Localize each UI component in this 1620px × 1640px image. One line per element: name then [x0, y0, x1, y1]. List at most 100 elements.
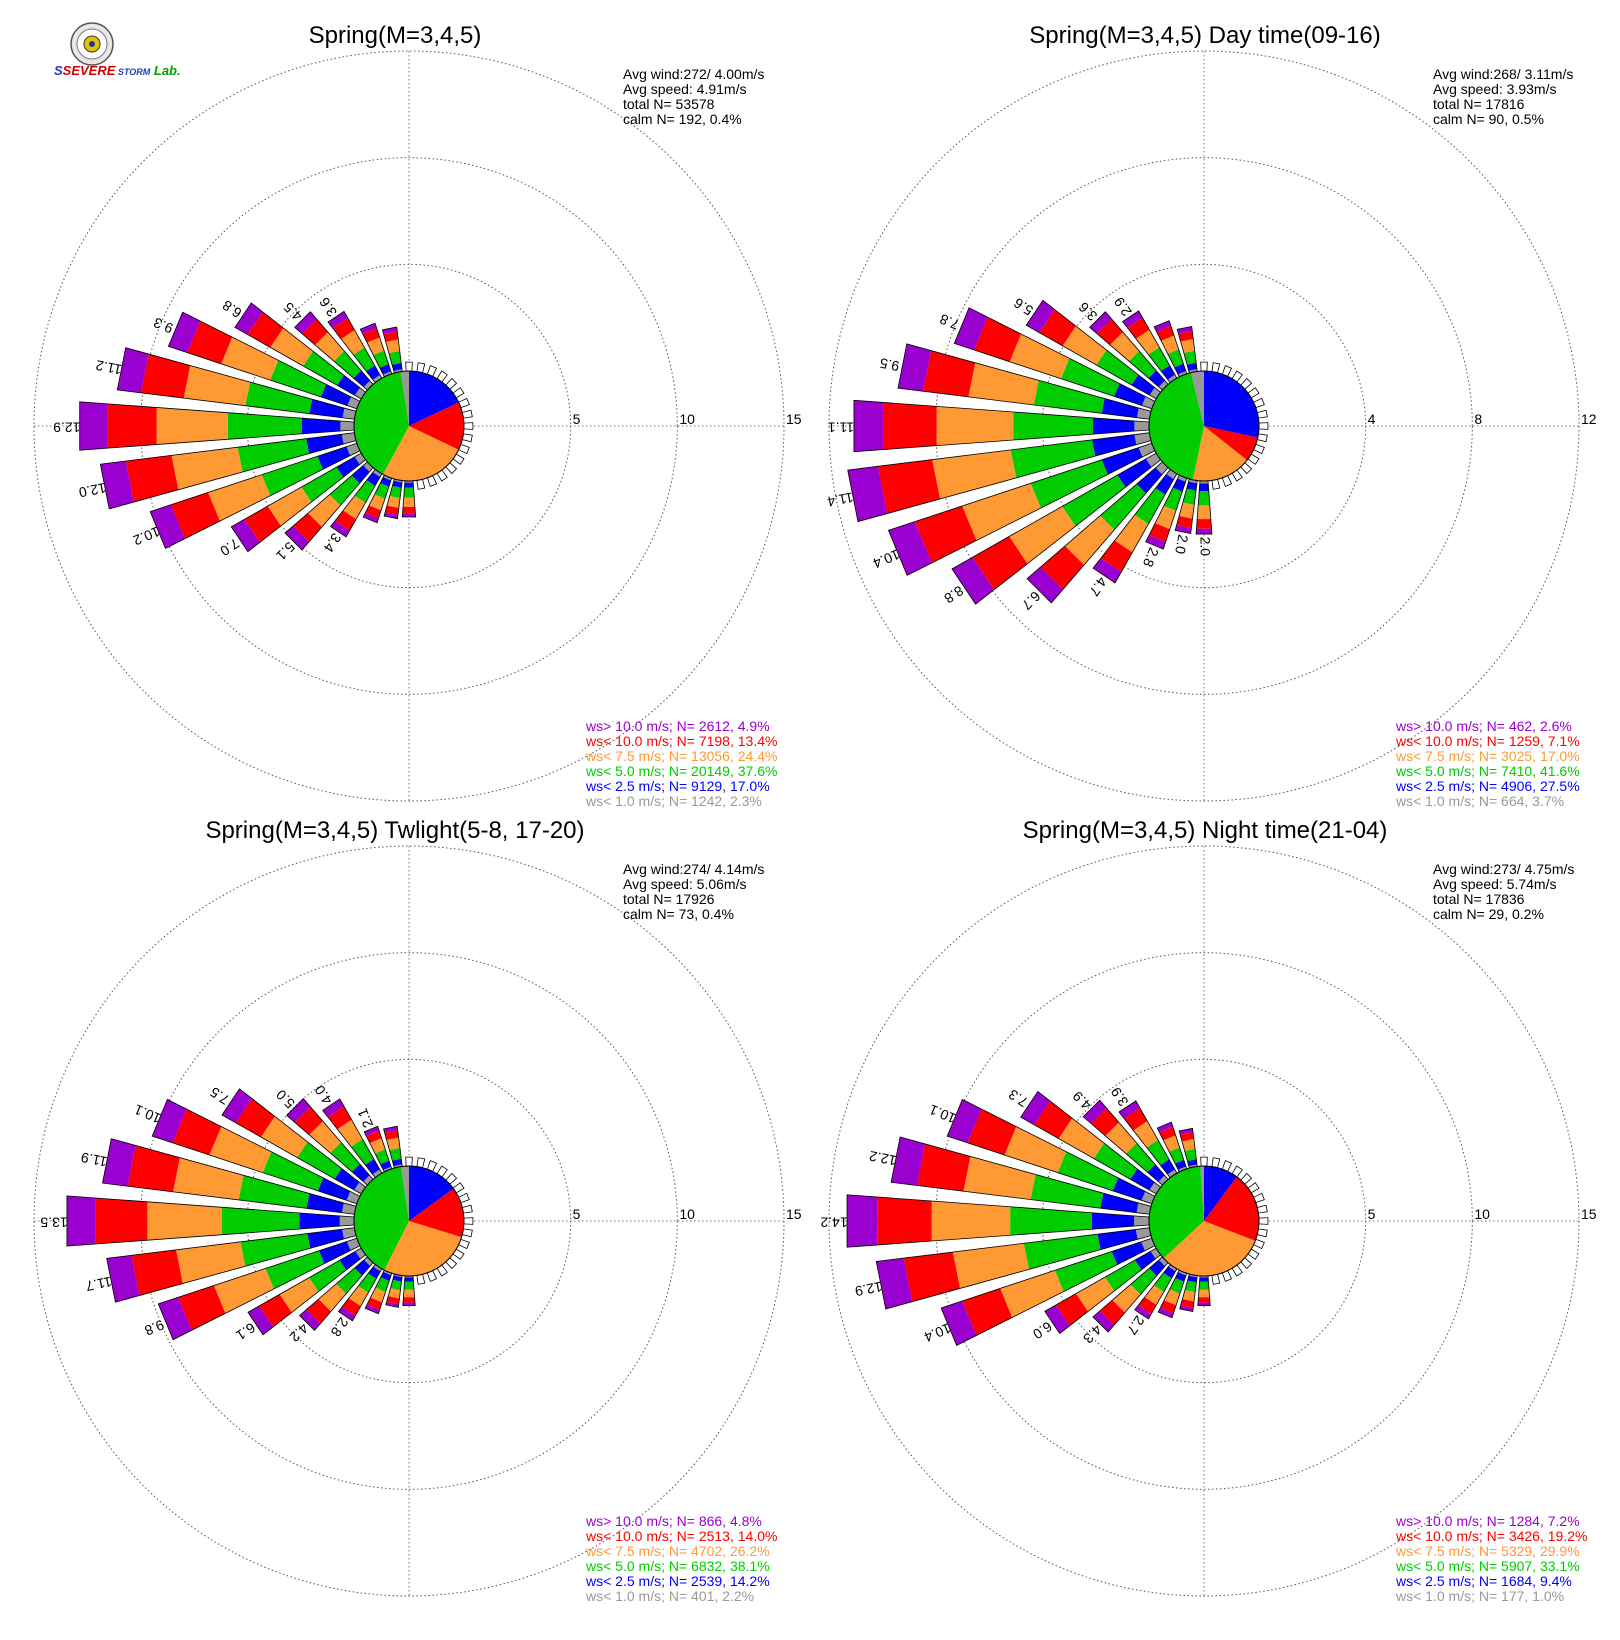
petal-label: 12.0: [77, 480, 107, 501]
petal-segment: [1062, 475, 1126, 527]
petal-segment: [936, 406, 1014, 446]
petal-segment: [1179, 1305, 1194, 1312]
petal-segment: [79, 401, 108, 451]
petal-segment: [341, 1202, 356, 1215]
petal-segment: [306, 1299, 331, 1324]
petal-label: 10.1: [927, 1101, 958, 1126]
petal: [847, 432, 1152, 523]
petal-segment: [1187, 1159, 1198, 1167]
petal-segment: [342, 1298, 361, 1316]
petal-segment: [147, 1201, 223, 1241]
petal-segment: [1057, 1151, 1119, 1191]
minor-petal: [1256, 433, 1268, 443]
petal-segment: [384, 1130, 399, 1140]
petal-segment: [1083, 1100, 1107, 1124]
petal-segment: [1198, 1289, 1210, 1298]
petal-segment: [1179, 1128, 1194, 1135]
petal-segment: [346, 1191, 360, 1204]
petal-segment: [1134, 488, 1166, 524]
petal-segment: [1133, 1121, 1158, 1148]
petal-segment: [221, 1088, 253, 1123]
petal-segment: [322, 1098, 344, 1118]
petal-label: 12.9: [53, 419, 80, 435]
petal-segment: [1060, 358, 1120, 397]
petal-segment: [156, 407, 228, 445]
petal-segment: [327, 311, 348, 329]
petal-segment: [386, 1137, 400, 1151]
petal-segment: [152, 1099, 187, 1143]
petal-segment: [227, 412, 303, 440]
petal-segment: [315, 332, 345, 362]
stat-line: Avg speed: 5.06m/s: [623, 876, 746, 892]
minor-petal: [463, 422, 474, 430]
petal-segment: [392, 362, 402, 371]
petal-segment: [355, 1248, 366, 1259]
petal-label: 6.1: [233, 1320, 258, 1344]
petal-segment: [306, 1193, 344, 1213]
petal-segment: [1197, 1302, 1211, 1306]
petal-segment: [299, 1212, 340, 1230]
petal-segment: [1196, 519, 1212, 529]
tick-label: 10: [679, 1206, 695, 1222]
petal-segment: [260, 1116, 308, 1158]
petal-segment: [952, 557, 995, 605]
petal-segment: [1044, 1304, 1070, 1334]
petal-segment: [1158, 380, 1169, 391]
petal-label: 11.9: [79, 1149, 108, 1170]
petal-label: 2.1: [354, 1106, 376, 1130]
legend-entry: ws< 1.0 m/s; N= 664, 3.7%: [1395, 793, 1564, 809]
petal-segment: [952, 1243, 1029, 1289]
petal-segment: [351, 1139, 374, 1165]
petal-segment: [1186, 481, 1197, 491]
petal-segment: [286, 1098, 311, 1123]
petal-segment: [1110, 332, 1140, 362]
petal-segment: [1180, 1132, 1194, 1142]
petal-segment: [365, 1304, 380, 1314]
petal-segment: [931, 1200, 1011, 1242]
petal-segment: [335, 510, 357, 531]
stat-line: calm N= 192, 0.4%: [623, 111, 742, 127]
petal: [1089, 311, 1169, 391]
tick-label: 5: [573, 1206, 581, 1222]
legend-entry: ws< 7.5 m/s; N= 5329, 29.9%: [1395, 1543, 1580, 1559]
petal-label: 4.0: [311, 1082, 335, 1107]
petal: [1157, 1269, 1188, 1319]
petal-segment: [297, 1141, 342, 1179]
wind-rose-panel: 5 10 159.311.212.912.010.26.87.04.55.13.63…: [33, 22, 802, 809]
petal-segment: [403, 1297, 415, 1303]
petal: [853, 399, 1150, 453]
petal-segment: [388, 1288, 401, 1299]
petal: [846, 1194, 1150, 1248]
petal-segment: [963, 1156, 1036, 1200]
petal-segment: [1027, 567, 1063, 603]
petal-label: 7.3: [1005, 1086, 1030, 1110]
petal-segment: [403, 1281, 415, 1290]
petal-segment: [383, 1126, 398, 1133]
petal-segment: [267, 487, 312, 526]
petal-segment: [358, 1273, 377, 1293]
petal: [298, 1256, 374, 1332]
petal-segment: [231, 519, 260, 552]
petal: [99, 432, 357, 510]
petal-segment: [363, 1175, 374, 1186]
minor-petal: [1256, 1228, 1268, 1238]
petal-segment: [1198, 1297, 1210, 1303]
petal-segment: [330, 520, 350, 537]
minor-petal: [1258, 1217, 1269, 1225]
petal-segment: [392, 1275, 403, 1282]
stat-line: total N= 17926: [623, 891, 715, 907]
petal-segment: [1164, 1289, 1180, 1306]
petal-segment: [877, 459, 941, 514]
range-ring: [33, 50, 785, 802]
petal-segment: [1141, 396, 1155, 409]
petal-segment: [330, 1142, 360, 1172]
petal-segment: [1145, 535, 1166, 550]
pie-slice: [400, 371, 409, 426]
petal-segment: [244, 506, 281, 543]
petal-segment: [1097, 1229, 1138, 1250]
legend-entry: ws< 1.0 m/s; N= 1242, 2.3%: [585, 793, 762, 809]
petal-segment: [402, 513, 416, 518]
petal: [890, 1136, 1152, 1215]
petal-segment: [393, 369, 403, 373]
petal: [887, 442, 1156, 576]
